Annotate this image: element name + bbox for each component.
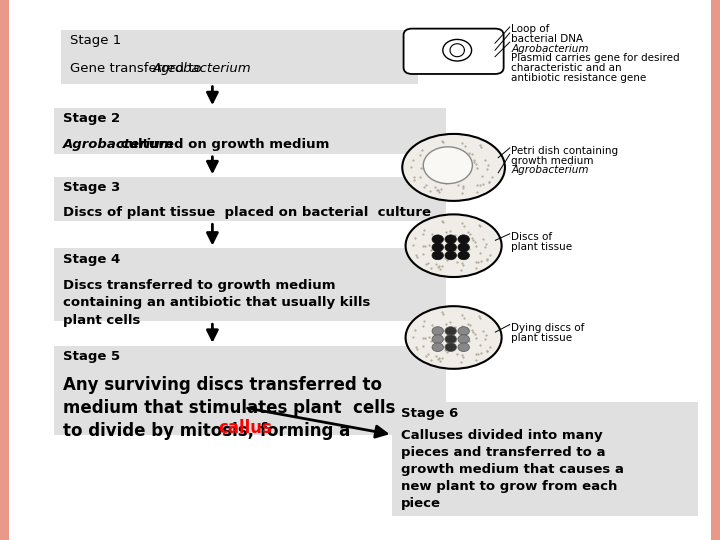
Text: Agrobacterium: Agrobacterium (511, 44, 589, 54)
Text: Dying discs of: Dying discs of (511, 323, 585, 333)
FancyBboxPatch shape (54, 177, 446, 221)
Text: Plasmid carries gene for desired: Plasmid carries gene for desired (511, 53, 680, 64)
Text: Discs transferred to growth medium
containing an antibiotic that usually kills
p: Discs transferred to growth medium conta… (63, 279, 370, 327)
Ellipse shape (402, 134, 505, 201)
Text: Any surviving discs transferred to
medium that stimulates plant  cells
to divide: Any surviving discs transferred to mediu… (63, 376, 395, 440)
Bar (711, 0, 720, 540)
FancyBboxPatch shape (61, 30, 418, 84)
Circle shape (445, 327, 456, 335)
FancyBboxPatch shape (54, 108, 446, 154)
Circle shape (458, 235, 469, 244)
Text: Stage 1: Stage 1 (70, 34, 121, 47)
Text: plant tissue: plant tissue (511, 333, 572, 343)
Circle shape (432, 251, 444, 260)
Circle shape (458, 251, 469, 260)
Text: characteristic and an: characteristic and an (511, 63, 622, 73)
Text: Agrobacterium: Agrobacterium (153, 62, 251, 75)
Circle shape (432, 243, 444, 252)
Circle shape (458, 343, 469, 352)
Text: Stage 6: Stage 6 (401, 407, 459, 420)
Text: Petri dish containing: Petri dish containing (511, 146, 618, 156)
Ellipse shape (405, 306, 502, 369)
Text: Discs of plant tissue  placed on bacterial  culture: Discs of plant tissue placed on bacteria… (63, 206, 431, 219)
Circle shape (432, 343, 444, 352)
Text: Discs of: Discs of (511, 232, 552, 242)
Text: Stage 4: Stage 4 (63, 253, 120, 266)
Text: bacterial DNA: bacterial DNA (511, 34, 583, 44)
Circle shape (458, 335, 469, 343)
Circle shape (458, 327, 469, 335)
Text: plant tissue: plant tissue (511, 242, 572, 252)
Text: Loop of: Loop of (511, 24, 549, 35)
Text: antibiotic resistance gene: antibiotic resistance gene (511, 73, 647, 83)
Circle shape (432, 235, 444, 244)
Text: cultured on growth medium: cultured on growth medium (117, 138, 330, 151)
Text: Agrobacterium: Agrobacterium (511, 165, 589, 176)
Text: growth medium: growth medium (511, 156, 594, 166)
Ellipse shape (405, 214, 502, 277)
Circle shape (445, 235, 456, 244)
Text: Agrobacterium: Agrobacterium (63, 138, 174, 151)
Text: Stage 3: Stage 3 (63, 181, 120, 194)
Circle shape (423, 147, 472, 184)
FancyBboxPatch shape (403, 29, 504, 74)
Circle shape (432, 335, 444, 343)
Circle shape (445, 243, 456, 252)
Text: Stage 2: Stage 2 (63, 112, 120, 125)
Circle shape (432, 327, 444, 335)
Circle shape (445, 335, 456, 343)
Circle shape (458, 243, 469, 252)
Circle shape (445, 251, 456, 260)
Circle shape (443, 39, 472, 61)
Bar (0, 0, 9, 540)
Text: Stage 5: Stage 5 (63, 350, 120, 363)
Text: Calluses divided into many
pieces and transferred to a
growth medium that causes: Calluses divided into many pieces and tr… (401, 429, 624, 510)
Text: callus: callus (219, 419, 272, 437)
Circle shape (445, 343, 456, 352)
FancyBboxPatch shape (54, 346, 446, 435)
Text: Gene transferred to: Gene transferred to (70, 62, 206, 75)
FancyBboxPatch shape (392, 402, 698, 516)
FancyBboxPatch shape (54, 248, 446, 321)
